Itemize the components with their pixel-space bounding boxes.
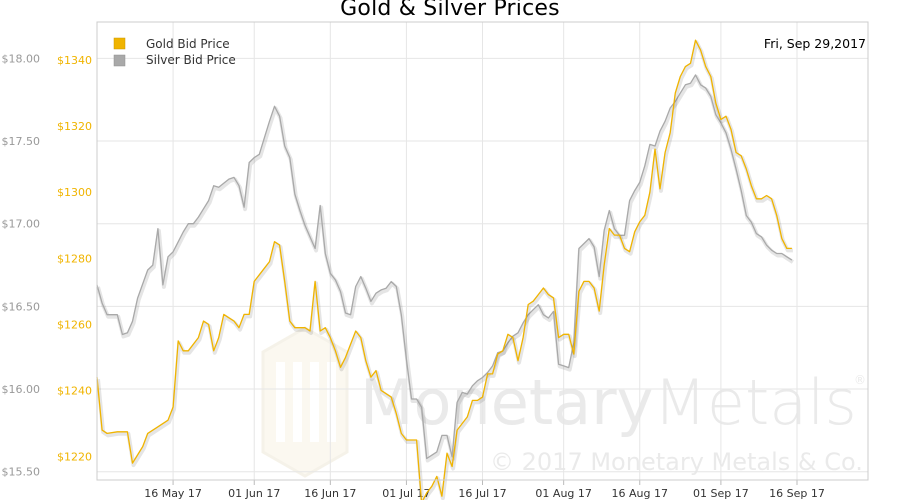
gold-tick-label: $1240 [57,384,92,397]
silver-tick-label: $18.00 [2,52,41,65]
gold-swatch-icon [113,37,126,50]
silver-line-shadow [96,74,794,463]
x-tick-label: 16 Jun 17 [304,487,356,500]
gold-tick-label: $1260 [57,318,92,331]
plot-frame [96,21,869,481]
gold-series-line [96,39,792,500]
silver-tick-label: $16.00 [2,383,41,396]
grid [97,22,868,480]
watermark-logo-icon [261,326,349,478]
x-tick-label: 16 Jul 17 [458,487,506,500]
silver-tick-label: $16.50 [2,300,41,313]
gold-axis: $1220 $1240 $1260 $1280 $1300 $1320 $1340 [57,54,92,464]
legend-label-silver: Silver Bid Price [146,53,236,67]
legend-item-gold[interactable]: Gold Bid Price [113,37,230,51]
gold-tick-label: $1220 [57,451,92,464]
legend-item-silver[interactable]: Silver Bid Price [113,53,236,67]
silver-tick-label: $17.00 [2,218,41,231]
x-tick-label: 01 Jun 17 [228,487,280,500]
x-tick-label: 16 Aug 17 [612,487,668,500]
x-tick-label: 01 Jul 17 [382,487,430,500]
gold-tick-label: $1320 [57,120,92,133]
silver-axis: $15.50 $16.00 $16.50 $17.00 $17.50 $18.00 [2,52,41,478]
gold-tick-label: $1300 [57,186,92,199]
legend[interactable]: Gold Bid Price Silver Bid Price [113,37,236,67]
silver-tick-label: $15.50 [2,466,41,479]
x-tick-label: 16 Sep 17 [769,487,825,500]
legend-label-gold: Gold Bid Price [146,37,230,51]
gold-tick-label: $1280 [57,252,92,265]
series-layer [96,39,794,500]
x-tick-label: 16 May 17 [144,487,202,500]
silver-tick-label: $17.50 [2,135,41,148]
silver-series-line [96,74,793,460]
gold-tick-label: $1340 [57,54,92,67]
x-tick-label: 01 Sep 17 [693,487,749,500]
watermark: MonetaryMetals ® © 2017 Monetary Metals … [261,326,866,478]
x-axis: 16 May 17 01 Jun 17 16 Jun 17 01 Jul 17 16 J… [144,480,825,500]
silver-swatch-icon [113,54,126,67]
chart-title: Gold & Silver Prices [340,0,560,21]
date-label: Fri, Sep 29,2017 [764,36,866,51]
watermark-registered: ® [854,373,866,387]
watermark-brand: MonetaryMetals [360,366,857,439]
x-tick-label: 01 Aug 17 [535,487,591,500]
